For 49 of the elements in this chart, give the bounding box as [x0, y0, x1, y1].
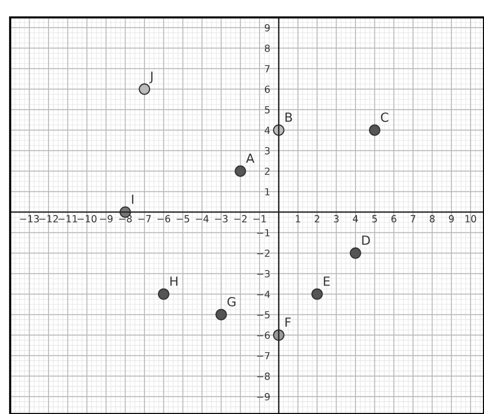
annotation: H: [170, 276, 178, 286]
annotation: D: [362, 236, 370, 245]
x-tick-label: 2: [314, 215, 320, 222]
y-tick-label: 5: [264, 106, 270, 114]
annotation: B: [286, 112, 292, 122]
x-tick-label: 8: [430, 215, 435, 222]
annotation: A: [246, 154, 254, 163]
annotation: J: [149, 72, 152, 84]
x-tick-label: −12: [39, 215, 58, 222]
y-tick-label: 4: [264, 126, 270, 134]
x-tick-label: −6: [157, 215, 170, 222]
x-tick-label: −11: [58, 215, 78, 222]
y-tick-label: −7: [257, 352, 270, 360]
x-tick-label: −9: [100, 215, 113, 222]
y-tick-label: −2: [257, 250, 270, 257]
x-tick-label: 10: [465, 215, 476, 222]
x-tick-label: 1: [296, 215, 300, 222]
x-tick-label: −4: [196, 215, 209, 222]
annotation: E: [324, 276, 330, 286]
x-tick-label: −7: [138, 215, 151, 222]
y-tick-label: −1: [257, 229, 270, 236]
y-tick-label: 1: [265, 188, 270, 196]
y-tick-label: 9: [264, 24, 270, 32]
y-tick-label: −5: [257, 311, 270, 318]
x-tick-label: 9: [448, 215, 454, 222]
x-tick-label: 3: [334, 215, 339, 222]
y-tick-label: −6: [257, 332, 270, 339]
x-tick-label: 7: [410, 215, 416, 222]
y-tick-label: 6: [264, 86, 270, 93]
y-tick-label: 2: [264, 168, 270, 175]
x-tick-label: 4: [352, 215, 358, 222]
x-tick-label: 5: [372, 215, 377, 222]
y-tick-label: −4: [257, 290, 270, 298]
x-tick-label: −5: [176, 215, 190, 222]
annotation: C: [380, 112, 388, 122]
annotation: F: [286, 318, 291, 327]
y-tick-label: −9: [257, 393, 270, 400]
y-tick-label: 8: [264, 44, 270, 52]
x-tick-label: −13: [20, 215, 39, 222]
y-tick-label: 7: [265, 65, 270, 72]
annotation: G: [227, 296, 236, 306]
x-tick-label: −2: [234, 215, 247, 222]
y-tick-label: −8: [257, 372, 270, 380]
y-tick-label: 3: [264, 147, 270, 154]
x-tick-label: 6: [391, 215, 396, 222]
annotation: I: [132, 194, 134, 204]
y-tick-label: −3: [257, 270, 270, 278]
x-tick-label: −3: [215, 215, 228, 222]
x-tick-label: −10: [78, 215, 97, 222]
